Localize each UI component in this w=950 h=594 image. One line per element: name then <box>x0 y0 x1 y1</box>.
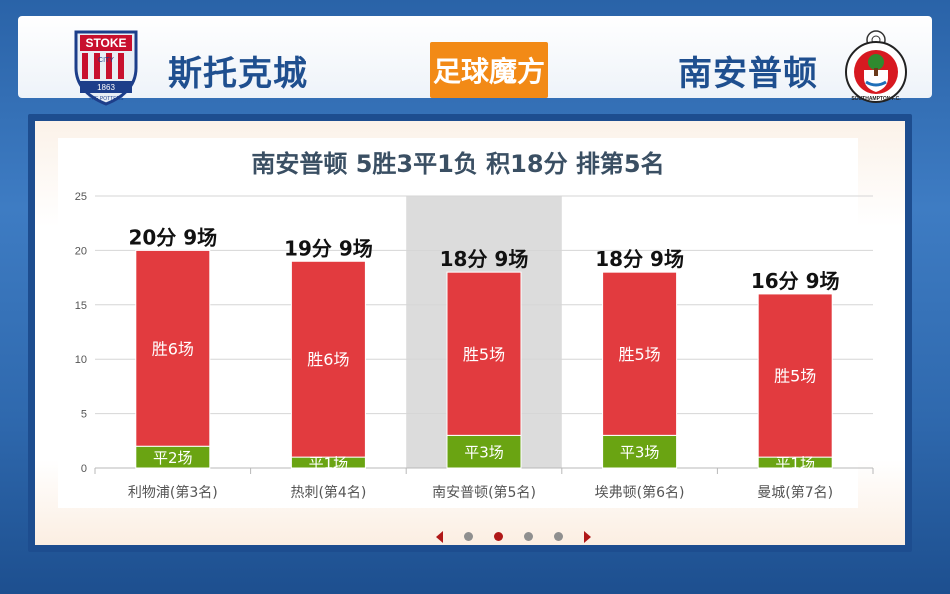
bar-segment-win <box>757 293 833 458</box>
y-tick-label: 25 <box>75 191 87 203</box>
pager-dot-1[interactable] <box>464 532 473 541</box>
y-tick-label: 20 <box>75 245 87 257</box>
stoke-crest-year: 1863 <box>97 83 115 92</box>
bar-segment-win <box>446 271 522 436</box>
x-category-label: 利物浦(第3名) <box>128 484 218 501</box>
pager-dot-2[interactable] <box>494 532 503 541</box>
next-arrow-icon[interactable] <box>584 531 591 543</box>
win-data-label: 胜6场 <box>152 339 194 358</box>
y-tick-label: 10 <box>75 354 87 366</box>
win-data-label: 胜5场 <box>619 345 661 364</box>
x-category-label: 埃弗顿(第6名) <box>595 484 685 501</box>
match-header: STOKE CITY 1863 THE POTTERS 斯托克城 足球魔方 南安… <box>18 16 932 106</box>
southampton-crest: SOUTHAMPTON F.C. <box>845 30 907 103</box>
y-tick-label: 5 <box>81 409 87 421</box>
x-category-label: 曼城(第7名) <box>757 484 833 501</box>
stoke-city-crest: STOKE CITY 1863 THE POTTERS <box>74 30 138 106</box>
total-data-label: 18分 9场 <box>595 247 684 271</box>
y-tick-label: 0 <box>81 463 87 475</box>
carousel-pager <box>430 528 600 546</box>
home-team-name: 斯托克城 <box>168 54 308 94</box>
chart-title: 南安普顿 5胜3平1负 积18分 排第5名 <box>251 150 665 178</box>
bar-segment-win <box>135 249 211 447</box>
brand-logo: 足球魔方 <box>430 42 548 98</box>
bar-segment-draw <box>446 434 522 469</box>
total-data-label: 18分 9场 <box>440 247 529 271</box>
southampton-crest-text: SOUTHAMPTON F.C. <box>851 96 901 102</box>
draw-data-label: 平2场 <box>153 449 193 467</box>
draw-data-label: 平1场 <box>309 455 349 473</box>
total-data-label: 16分 9场 <box>751 269 840 293</box>
win-data-label: 胜6场 <box>307 350 349 369</box>
bar-segment-win <box>602 271 678 436</box>
pager-dot-3[interactable] <box>524 532 533 541</box>
stoke-crest-motto: THE POTTERS <box>88 96 124 102</box>
total-data-label: 19分 9场 <box>284 236 373 260</box>
stoke-crest-line1: STOKE <box>85 36 126 50</box>
x-category-label: 南安普顿(第5名) <box>432 484 536 501</box>
stoke-crest-line2: CITY <box>98 57 114 64</box>
draw-data-label: 平3场 <box>620 444 660 462</box>
bar-segment-win <box>290 260 366 458</box>
draw-data-label: 平1场 <box>775 455 815 473</box>
y-tick-label: 15 <box>75 300 87 312</box>
draw-data-label: 平3场 <box>464 444 504 462</box>
total-data-label: 20分 9场 <box>128 225 217 249</box>
pager-dot-4[interactable] <box>554 532 563 541</box>
away-team-name: 南安普顿 <box>678 54 818 94</box>
prev-arrow-icon[interactable] <box>436 531 443 543</box>
x-category-label: 热刺(第4名) <box>290 484 366 501</box>
win-data-label: 胜5场 <box>774 367 816 386</box>
win-data-label: 胜5场 <box>463 345 505 364</box>
